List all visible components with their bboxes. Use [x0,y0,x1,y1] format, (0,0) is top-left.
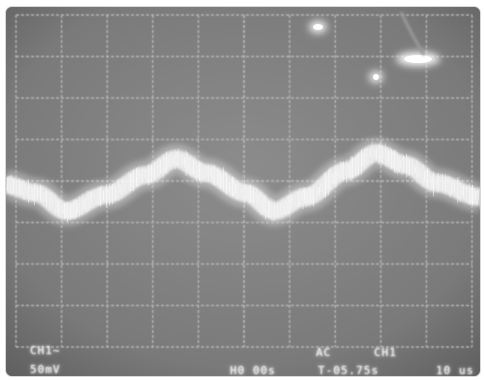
glare-streak [399,11,426,56]
sweep-rate-readout: 10 us [436,364,475,376]
waveform-trace [6,137,480,227]
trigger-coupling-readout: AC [316,346,332,359]
trace-band [6,143,480,221]
glare-core-right [404,55,432,63]
trigger-time-readout: T-05.75s [318,364,379,376]
horizontal-position-readout: H0 00s [230,364,276,376]
trigger-source-readout: CH1 [374,346,397,359]
screen-graphics [6,7,480,376]
oscilloscope-screen: CH1~ 50mV H0 00s AC T-05.75s CH1 10 us [6,7,480,376]
channel1-scale-readout: 50mV [30,363,61,376]
glare-reflections [309,11,440,83]
channel1-coupling-readout: CH1~ [30,344,61,357]
glare-core-small [373,74,379,80]
trace-noise [6,141,480,222]
glare-core-top [313,24,323,30]
